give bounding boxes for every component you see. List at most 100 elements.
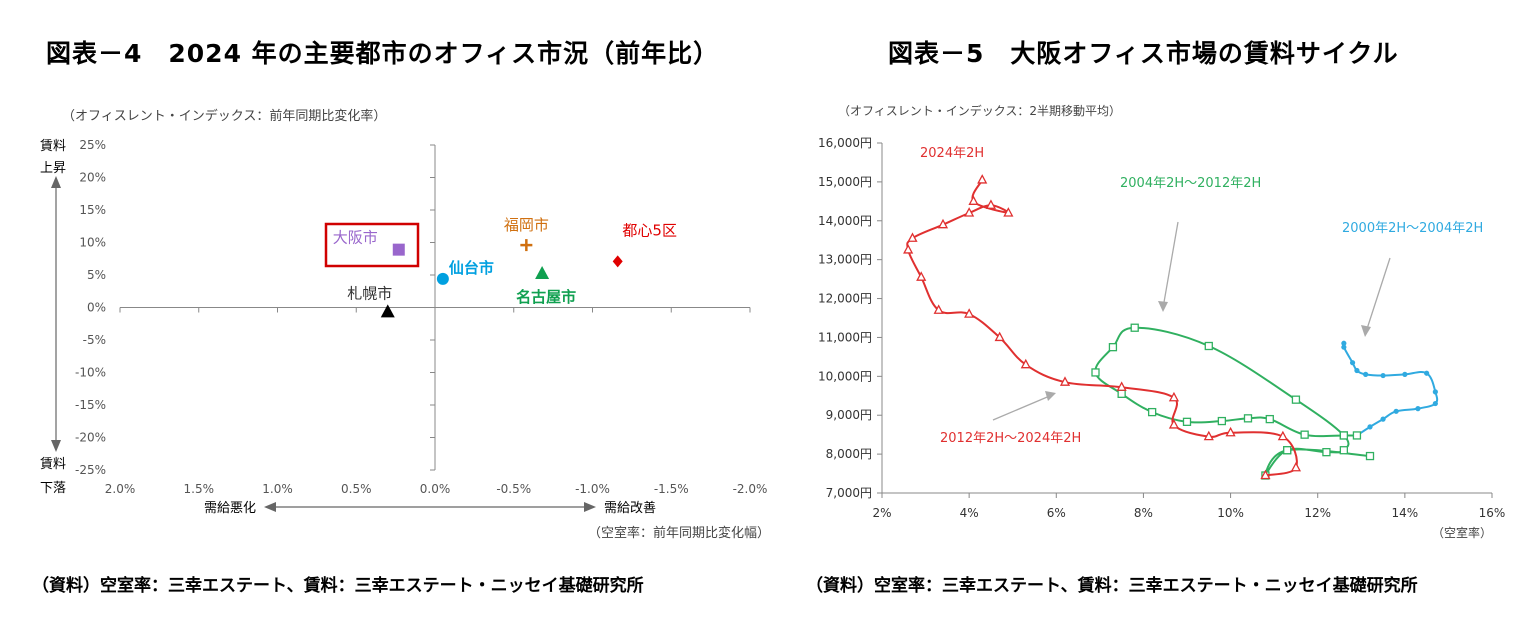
- left-x-tick-label: 0.0%: [420, 482, 451, 496]
- supply-better-label: 需給改善: [604, 500, 656, 516]
- left-y-tick-label: 20%: [79, 171, 106, 185]
- right-source-note: （資料）空室率：三幸エステート、賃料：三幸エステート・ニッセイ基礎研究所: [806, 576, 1418, 596]
- supply-worse-label: 需給悪化: [204, 501, 256, 516]
- point-tokyo5-marker: [612, 255, 623, 268]
- point-osaka-marker: [392, 243, 405, 256]
- cycle-point-square: [1147, 407, 1157, 417]
- rent-down-label-2: 下落: [40, 481, 66, 496]
- right-y-tick-label: 13,000円: [818, 253, 872, 267]
- arrow-2004-2012: [1162, 221, 1179, 309]
- left-x-tick-label: -2.0%: [733, 482, 768, 496]
- cycle-point-square: [1130, 323, 1139, 332]
- left-y-tick-label: 0%: [87, 301, 106, 315]
- cycle-point-triangle: [1203, 430, 1214, 441]
- cycle-point-triangle: [907, 232, 918, 242]
- annotation-2004-2012: 2004年2H～2012年2H: [1120, 176, 1261, 191]
- cycle-point-star: [1415, 406, 1421, 412]
- left-y-tick-label: -25%: [75, 463, 106, 477]
- rent-down-label-1: 賃料: [40, 457, 66, 472]
- right-x-tick-label: 8%: [1134, 506, 1153, 520]
- cycle-point-triangle: [968, 195, 979, 205]
- left-x-tick-label: -1.5%: [654, 482, 689, 496]
- right-y-tick-label: 14,000円: [818, 214, 872, 228]
- left-x-tick-label: 2.0%: [105, 482, 136, 496]
- cycle-point-star: [1432, 400, 1438, 407]
- right-y-tick-label: 9,000円: [826, 408, 872, 422]
- cycle-series-line-2: [906, 179, 1298, 477]
- point-label: 福岡市: [504, 216, 549, 234]
- point-triangle-marker: [535, 266, 550, 280]
- cycle-point-square: [1291, 395, 1301, 404]
- right-x-tick-label: 4%: [960, 506, 979, 520]
- arrowhead-2000-2004: [1361, 325, 1371, 337]
- cycle-point-triangle: [1003, 207, 1014, 217]
- cycle-point-triangle: [1260, 469, 1271, 480]
- rent-up-arrowhead: [51, 176, 61, 188]
- right-y-tick-label: 7,000円: [826, 486, 872, 500]
- cycle-point-square: [1339, 431, 1349, 440]
- supply-left-arrowhead: [264, 502, 276, 512]
- right-y-tick-label: 16,000円: [818, 136, 872, 150]
- point-label: 札幌市: [347, 284, 392, 302]
- right-series: [903, 174, 1439, 480]
- annotation-2000-2004: 2000年2H～2004年2H: [1342, 221, 1483, 236]
- left-axes: 25% 20% 15% 10% 5% 0% -5% -10% -15% -20% -25% 2.0% 1…: [75, 138, 767, 496]
- left-scatter-chart: （オフィスレント・インデックス：前年同期比変化率） 25% 20% 15% 10% 5%…: [40, 108, 770, 541]
- right-y-tick-label: 11,000円: [818, 330, 872, 344]
- cycle-point-triangle: [1277, 430, 1288, 441]
- cycle-point-star: [1432, 389, 1438, 395]
- cycle-point-square: [1108, 343, 1118, 352]
- left-figure-title: 図表－4 2024 年の主要都市のオフィス市況（前年比）: [46, 39, 720, 68]
- cycle-point-triangle: [903, 244, 914, 254]
- right-y-tick-label: 8,000円: [826, 447, 872, 461]
- arrowhead-2012-2024: [1045, 391, 1056, 401]
- cycle-point-star: [1363, 371, 1369, 377]
- right-unit-note: （オフィスレント・インデックス：2半期移動平均）: [838, 103, 1121, 118]
- cycle-point-triangle: [985, 199, 997, 209]
- left-y-tick-label: -20%: [75, 431, 106, 445]
- point-label: 名古屋市: [516, 288, 576, 306]
- cycle-point-star: [1380, 416, 1386, 422]
- cycle-point-triangle: [1225, 426, 1236, 437]
- cycle-point-star: [1424, 370, 1430, 376]
- left-x-tick-label: 1.5%: [184, 482, 215, 496]
- left-unit-note: （オフィスレント・インデックス：前年同期比変化率）: [62, 108, 386, 124]
- cycle-point-triangle: [1059, 376, 1071, 386]
- cycle-point-square: [1182, 417, 1192, 426]
- cycle-point-triangle: [1290, 461, 1302, 472]
- cycle-point-triangle: [964, 308, 975, 318]
- left-x-tick-label: -0.5%: [496, 482, 531, 496]
- rent-up-label-1: 賃料: [40, 139, 66, 154]
- right-cycle-chart: （オフィスレント・インデックス：2半期移動平均） 16,000円 15,000円 1…: [818, 103, 1506, 540]
- cycle-series-line-0: [1342, 342, 1439, 437]
- cycle-point-star: [1380, 372, 1386, 379]
- left-y-tick-label: -10%: [75, 366, 106, 380]
- cycle-point-star: [1402, 371, 1408, 377]
- point-triangle-marker: [380, 304, 395, 318]
- annotation-2012-2024: 2012年2H～2024年2H: [940, 431, 1081, 446]
- cycle-point-square: [1352, 431, 1362, 440]
- cycle-point-triangle: [933, 304, 944, 314]
- right-y-tick-label: 10,000円: [818, 369, 872, 383]
- cycle-point-triangle: [1168, 419, 1180, 429]
- annotation-2024-2h: 2024年2H: [920, 146, 984, 161]
- left-y-tick-label: 5%: [87, 268, 106, 282]
- cycle-point-triangle: [977, 174, 988, 184]
- cycle-point-triangle: [964, 207, 975, 217]
- right-x-tick-label: 12%: [1304, 506, 1331, 520]
- cycle-point-triangle: [937, 218, 949, 229]
- left-y-tick-label: 15%: [79, 203, 106, 217]
- cycle-point-star: [1341, 344, 1347, 350]
- right-x-tick-label: 16%: [1479, 506, 1506, 520]
- right-x-tick-label: 10%: [1217, 506, 1244, 520]
- arrowhead-2004-2012: [1158, 301, 1168, 312]
- cycle-point-triangle: [1116, 381, 1127, 391]
- left-x-unit-note: （空室率：前年同期比変化幅）: [588, 525, 770, 541]
- cycle-point-star: [1393, 408, 1399, 414]
- supply-right-arrowhead: [584, 502, 596, 512]
- cycle-point-square: [1265, 414, 1274, 424]
- right-y-tick-label: 15,000円: [818, 175, 872, 189]
- cycle-point-square: [1283, 446, 1292, 455]
- cycle-point-triangle: [1020, 358, 1031, 369]
